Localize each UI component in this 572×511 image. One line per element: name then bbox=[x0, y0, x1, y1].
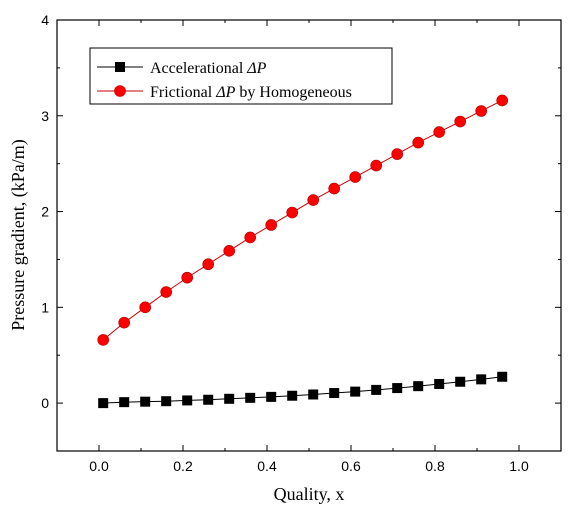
x-tick-label: 0.4 bbox=[257, 458, 277, 474]
data-point bbox=[287, 390, 298, 401]
data-point bbox=[307, 194, 320, 206]
data-point bbox=[454, 115, 467, 128]
y-tick-label: 0 bbox=[41, 395, 49, 411]
data-point bbox=[286, 206, 299, 219]
data-point bbox=[308, 389, 319, 400]
data-point bbox=[350, 386, 361, 397]
data-point bbox=[455, 376, 466, 387]
data-point bbox=[413, 381, 424, 392]
data-point bbox=[370, 159, 383, 172]
data-point bbox=[118, 316, 130, 329]
data-point bbox=[181, 271, 193, 284]
data-point bbox=[223, 245, 235, 257]
data-point bbox=[119, 397, 130, 408]
legend-marker-accelerational bbox=[115, 62, 125, 72]
y-tick-label: 2 bbox=[41, 204, 49, 220]
data-point bbox=[329, 388, 340, 399]
legend-label-accelerational: Accelerational ΔP bbox=[150, 60, 267, 77]
series-circle bbox=[97, 94, 509, 346]
data-point bbox=[434, 378, 445, 389]
data-point bbox=[182, 395, 193, 406]
legend-box bbox=[89, 47, 393, 105]
data-point bbox=[97, 334, 109, 346]
legend-marker-frictional bbox=[114, 85, 126, 97]
data-point bbox=[266, 391, 277, 402]
x-tick-label: 0.6 bbox=[341, 458, 361, 474]
x-axis-title: Quality, x bbox=[274, 484, 345, 504]
data-point bbox=[160, 286, 172, 298]
data-point bbox=[476, 374, 487, 385]
x-tick-label: 0.8 bbox=[425, 458, 445, 474]
series-square bbox=[98, 371, 508, 409]
legend-label-frictional: Frictional ΔP by Homogeneous bbox=[150, 84, 352, 101]
y-axis-title: Pressure gradient, (kPa/m) bbox=[8, 139, 29, 330]
data-point bbox=[371, 384, 382, 395]
data-point bbox=[265, 219, 278, 231]
data-point bbox=[203, 394, 214, 405]
y-tick-label: 1 bbox=[41, 299, 49, 315]
data-point bbox=[497, 371, 508, 382]
data-point bbox=[328, 182, 341, 195]
legend: Accelerational ΔP Frictional ΔP by Homog… bbox=[89, 47, 393, 105]
data-point bbox=[391, 148, 404, 160]
data-point bbox=[412, 136, 425, 149]
x-tick-label: 0.2 bbox=[173, 458, 193, 474]
data-point bbox=[98, 398, 109, 409]
data-point bbox=[349, 171, 362, 183]
data-point bbox=[392, 383, 403, 394]
x-tick-label: 1.0 bbox=[509, 458, 529, 474]
series-layer bbox=[97, 94, 509, 409]
data-point bbox=[475, 105, 488, 117]
y-tick-label: 4 bbox=[41, 12, 49, 28]
x-tick-label: 0.0 bbox=[89, 458, 109, 474]
data-point bbox=[161, 396, 172, 407]
data-point bbox=[202, 258, 214, 271]
data-point bbox=[139, 301, 151, 314]
y-tick-label: 3 bbox=[41, 108, 49, 124]
data-point bbox=[496, 94, 509, 107]
data-point bbox=[140, 396, 151, 407]
data-point bbox=[433, 126, 446, 138]
data-point bbox=[224, 393, 235, 404]
data-point bbox=[245, 392, 256, 403]
axes: 0.0 0.2 0.4 0.6 0.8 1.0 0 1 2 3 4 bbox=[41, 12, 562, 474]
data-point bbox=[244, 231, 256, 244]
